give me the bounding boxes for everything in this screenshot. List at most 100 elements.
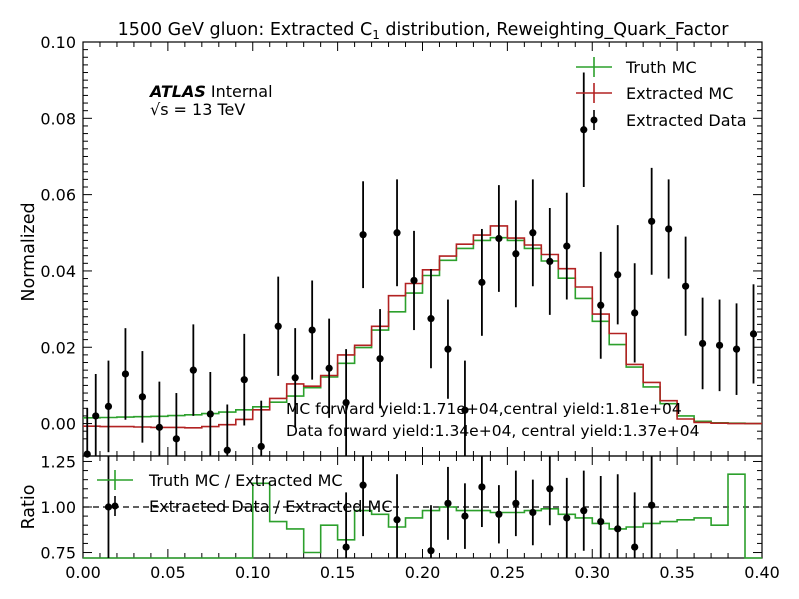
legend-swatch-extracted-data-marker <box>590 116 598 124</box>
data-ratio-point <box>427 547 435 555</box>
extracted-data-point <box>83 450 91 458</box>
legend-item-extracted-mc: Extracted MC <box>576 83 733 103</box>
ratio-y-axis-label: Ratio <box>19 485 39 530</box>
data-ratio-point <box>546 485 554 493</box>
extracted-data-point <box>512 250 520 258</box>
y-tick-label: 0.08 <box>40 109 76 128</box>
x-tick-label: 0.20 <box>405 563 441 582</box>
chart-title: 1500 GeV gluon: Extracted C1 distributio… <box>118 20 730 42</box>
main-series <box>83 72 762 458</box>
extracted-data-point <box>121 370 130 378</box>
data-ratio-point <box>597 517 605 526</box>
extracted-data-point <box>698 339 707 348</box>
legend-item-truth-mc: Truth MC <box>576 57 697 77</box>
extracted-data-point <box>240 376 248 384</box>
legend-label-truth-ratio: Truth MC / Extracted MC <box>148 471 343 490</box>
extracted-data-point <box>682 282 690 290</box>
main-panel: 0.00 0.02 0.04 0.06 0.08 0.10 Normalized ATLA… <box>19 33 763 458</box>
extracted-data-point <box>342 398 350 407</box>
legend-label-extracted-data: Extracted Data <box>626 111 747 130</box>
legend-label-extracted-mc: Extracted MC <box>626 84 733 103</box>
extracted-data-point <box>732 345 741 353</box>
main-legend: Truth MC Extracted MC Extracted Data <box>576 57 747 130</box>
data-ratio-point <box>359 481 367 489</box>
extracted-data-point <box>665 225 673 233</box>
legend-label-data-ratio: Extracted Data / Extracted MC <box>149 497 393 516</box>
energy-label: √s = 13 TeV <box>150 100 245 119</box>
y-tick-label: 0.10 <box>40 33 76 52</box>
x-tick-label: 0.35 <box>659 563 695 582</box>
extracted-data-point <box>92 412 100 420</box>
ratio-legend: Truth MC / Extracted MC Extracted Data /… <box>97 470 393 516</box>
extracted-data-point <box>461 406 469 414</box>
extracted-mc-step <box>83 225 762 429</box>
y-tick-label: 0.06 <box>40 186 76 205</box>
x-tick-label: 0.25 <box>490 563 526 582</box>
legend-item-data-ratio: Extracted Data / Extracted MC <box>111 496 393 516</box>
data-ratio-point <box>529 508 537 517</box>
x-tick-label: 0.40 <box>744 563 780 582</box>
extracted-data-point <box>529 229 537 237</box>
main-axis-ticks: 0.00 0.02 0.04 0.06 0.08 0.10 <box>40 33 763 456</box>
data-ratio-point <box>461 512 469 520</box>
data-ratio-point <box>393 516 401 524</box>
data-ratio-point <box>478 483 486 491</box>
y-tick-label: 0.75 <box>40 544 76 563</box>
data-ratio-point <box>631 543 639 551</box>
extracted-data-point <box>597 301 605 309</box>
extracted-data-point <box>410 276 418 285</box>
extracted-data-point <box>189 366 197 374</box>
ratio-panel: 0.00 0.05 0.10 0.15 0.20 0.25 0.30 0.35 0.40 0.75… <box>19 452 780 582</box>
extracted-data-point <box>206 410 214 418</box>
extracted-data-point <box>478 278 486 286</box>
extracted-data-point <box>648 217 656 225</box>
y-tick-label: 1.25 <box>40 452 76 471</box>
extracted-data-point <box>172 435 180 443</box>
data-ratio-point <box>444 499 452 507</box>
legend-item-extracted-data: Extracted Data <box>590 110 747 130</box>
extracted-data-point <box>444 345 452 353</box>
extracted-data-point <box>359 231 367 239</box>
data-ratio-point <box>614 525 622 533</box>
extracted-data-point <box>546 257 554 266</box>
extracted-data-point <box>308 326 316 334</box>
extracted-data-point <box>614 271 622 279</box>
extracted-data-point <box>580 126 588 134</box>
main-y-axis-label: Normalized <box>19 202 39 301</box>
extracted-data-point <box>427 315 435 323</box>
y-tick-label: 1.00 <box>40 498 76 517</box>
x-tick-label: 0.10 <box>235 563 271 582</box>
x-tick-label: 0.30 <box>574 563 610 582</box>
y-tick-label: 0.00 <box>40 415 76 434</box>
x-tick-label: 0.15 <box>320 563 356 582</box>
extracted-data-point <box>138 393 147 401</box>
truth-ratio-step <box>83 473 762 559</box>
extracted-data-point <box>749 330 758 338</box>
atlas-label: ATLAS Internal <box>148 82 273 101</box>
ratio-axis-ticks: 0.00 0.05 0.10 0.15 0.20 0.25 0.30 0.35 0.40 0.75… <box>40 452 779 582</box>
extracted-data-point <box>155 423 163 431</box>
data-ratio-point <box>563 514 571 522</box>
extracted-data-point <box>223 446 231 454</box>
x-tick-label: 0.00 <box>65 563 101 582</box>
extracted-data-point <box>257 442 265 451</box>
data-ratio-point <box>104 503 113 511</box>
x-tick-label: 0.05 <box>150 563 186 582</box>
data-ratio-point <box>512 499 520 507</box>
mc-yield-annotation: MC forward yield:1.71e+04,central yield:… <box>286 400 682 418</box>
data-ratio-point <box>342 543 350 551</box>
data-ratio-point <box>495 510 503 518</box>
data-ratio-point <box>580 507 588 515</box>
ratio-series <box>83 456 762 559</box>
extracted-data-point <box>104 402 113 410</box>
legend-item-truth-ratio: Truth MC / Extracted MC <box>97 470 343 490</box>
extracted-data-point <box>495 234 503 243</box>
legend-label-truth-mc: Truth MC <box>625 58 697 77</box>
extracted-data-point <box>291 374 299 382</box>
extracted-data-point <box>274 322 282 330</box>
extracted-data-point <box>325 364 333 372</box>
extracted-data-point <box>563 242 571 250</box>
data-ratio-point <box>648 501 656 509</box>
extracted-data-point <box>631 309 639 317</box>
